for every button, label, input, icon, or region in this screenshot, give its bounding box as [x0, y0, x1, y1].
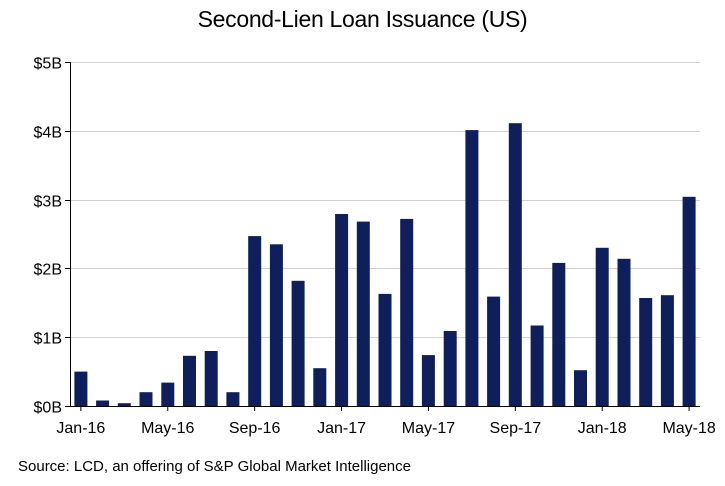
axes [65, 62, 700, 411]
bar-Mar-18 [639, 298, 653, 406]
bar-May-18 [682, 196, 696, 406]
y-tick-label: $1B [34, 331, 62, 348]
gridlines [70, 62, 700, 338]
bar-Jun-16 [183, 355, 196, 406]
x-tick-label: May-16 [141, 420, 194, 437]
tick-labels: $0B $1B $2B $3B $4B $5B Jan-16 May-16 Sep-16 Jan-… [34, 56, 716, 438]
bar-Mar-16 [117, 403, 131, 406]
bar-Jul-17 [465, 130, 479, 406]
x-tick-label: Sep-17 [490, 420, 542, 437]
bar-Jan-17 [335, 214, 349, 406]
bar-Aug-17 [487, 296, 501, 406]
y-tick-label: $0B [34, 400, 62, 417]
bar-Apr-17 [400, 218, 414, 406]
bar-Jan-18 [595, 247, 609, 406]
bar-Dec-17 [574, 370, 587, 406]
bar-Feb-18 [617, 258, 631, 406]
x-tick-label: May-18 [662, 420, 715, 437]
bar-May-16 [161, 382, 175, 406]
bar-Apr-16 [139, 392, 153, 406]
bar-Dec-16 [313, 368, 327, 406]
bar-Jun-17 [443, 331, 457, 406]
bar-Oct-17 [530, 325, 544, 406]
bar-Nov-16 [291, 280, 305, 406]
y-tick-label: $5B [34, 56, 62, 73]
bar-Nov-17 [552, 262, 566, 406]
x-tick-label: May-17 [402, 420, 455, 437]
bar-Mar-17 [378, 293, 392, 406]
bars [74, 123, 696, 406]
bar-Oct-16 [269, 244, 283, 406]
x-tick-label: Jan-16 [56, 420, 105, 437]
bar-Sep-16 [248, 236, 262, 406]
bar-Jan-16 [74, 371, 88, 406]
bar-Jul-16 [204, 351, 218, 406]
bar-Feb-17 [356, 221, 370, 406]
bar-Aug-16 [226, 392, 240, 406]
x-tick-label: Jan-18 [578, 420, 627, 437]
y-tick-label: $2B [34, 262, 62, 279]
y-tick-label: $3B [34, 194, 62, 211]
chart-title: Second-Lien Loan Issuance (US) [197, 6, 528, 32]
y-tick-label: $4B [34, 125, 62, 142]
bar-May-17 [421, 355, 435, 406]
source-note: Source: LCD, an offering of S&P Global M… [18, 458, 411, 475]
bar-Sep-17 [508, 123, 522, 406]
bar-Apr-18 [660, 295, 674, 406]
bar-Feb-16 [96, 400, 110, 406]
x-tick-label: Jan-17 [317, 420, 366, 437]
x-tick-label: Sep-16 [229, 420, 281, 437]
